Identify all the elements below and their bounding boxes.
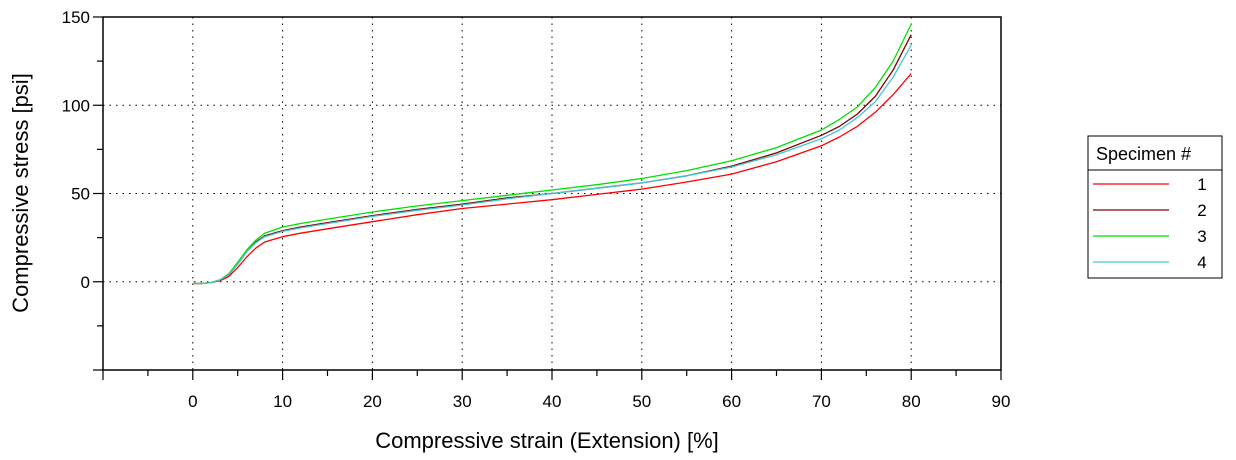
x-tick-labels: 0 10 20 30 40 50 60 70 80 90 xyxy=(188,392,1010,411)
y-tick-label: 0 xyxy=(81,273,90,292)
x-tick-label: 10 xyxy=(273,392,292,411)
x-tick-label: 20 xyxy=(363,392,382,411)
series-line-specimen-4 xyxy=(192,44,912,285)
axis-ticks xyxy=(93,16,1002,380)
series-line-specimen-3 xyxy=(192,23,912,285)
y-axis-title: Compressive stress [psi] xyxy=(8,73,33,313)
x-tick-label: 40 xyxy=(543,392,562,411)
y-tick-label: 150 xyxy=(62,8,90,27)
legend-label-specimen-3: 3 xyxy=(1197,227,1206,246)
x-tick-label: 30 xyxy=(453,392,472,411)
x-tick-label: 80 xyxy=(902,392,921,411)
y-tick-labels: 0 50 100 150 xyxy=(62,8,90,292)
y-tick-label: 100 xyxy=(62,96,90,115)
x-tick-label: 60 xyxy=(722,392,741,411)
legend-label-specimen-2: 2 xyxy=(1197,201,1206,220)
legend-title: Specimen # xyxy=(1096,144,1191,164)
x-tick-label: 0 xyxy=(188,392,197,411)
x-tick-label: 70 xyxy=(812,392,831,411)
x-axis-title: Compressive strain (Extension) [%] xyxy=(375,428,719,453)
legend-items: 1 2 3 4 xyxy=(1093,175,1207,272)
legend-label-specimen-4: 4 xyxy=(1197,253,1206,272)
legend-label-specimen-1: 1 xyxy=(1197,175,1206,194)
legend: Specimen # 1 2 3 4 xyxy=(1087,135,1223,279)
grid-lines xyxy=(103,17,1001,370)
x-tick-label: 90 xyxy=(992,392,1011,411)
x-tick-label: 50 xyxy=(632,392,651,411)
series-line-specimen-1 xyxy=(192,73,912,285)
y-tick-label: 50 xyxy=(71,185,90,204)
legend-box xyxy=(1087,135,1223,279)
series-lines xyxy=(192,23,912,285)
